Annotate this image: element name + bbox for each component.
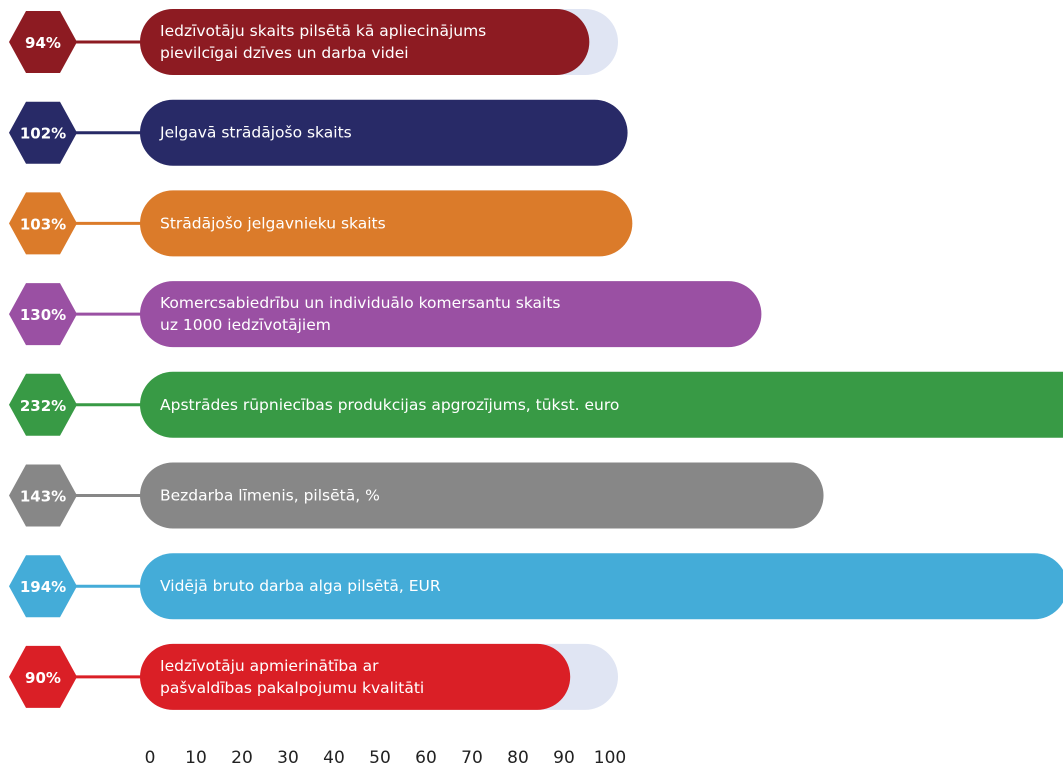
data-bar	[140, 462, 824, 529]
bar-row: 90% Iedzīvotāju apmierinātība ar pašvaldīb…	[9, 643, 619, 710]
hexagon-marker	[9, 192, 77, 255]
x-tick-label: 80	[507, 748, 529, 768]
value-label: 232%	[20, 397, 66, 415]
data-bar	[140, 281, 762, 348]
hexagon-marker	[9, 101, 77, 164]
data-bar	[140, 9, 590, 75]
bar-row: 194% Vidējā bruto darba alga pilsētā, EUR	[9, 553, 1063, 620]
hexagon-marker	[9, 464, 77, 527]
value-label: 90%	[25, 669, 61, 687]
x-tick-label: 100	[594, 748, 626, 768]
value-label: 102%	[20, 125, 66, 143]
x-tick-label: 0	[145, 748, 156, 768]
bar-label: Vidējā bruto darba alga pilsētā, EUR	[160, 577, 441, 595]
data-bar	[140, 190, 633, 257]
data-bar	[140, 99, 628, 166]
bar-label: uz 1000 iedzīvotājiem	[160, 316, 331, 334]
bar-row: 130% Komercsabiedrību un individuālo kome…	[9, 281, 762, 348]
bar-label: Apstrādes rūpniecības produkcijas apgroz…	[160, 396, 619, 414]
bar-label: Komercsabiedrību un individuālo komersan…	[160, 294, 561, 312]
bar-label: Jelgavā strādājošo skaits	[159, 124, 352, 142]
x-tick-label: 10	[185, 748, 207, 768]
bar-label: Iedzīvotāju apmierinātība ar	[160, 657, 379, 675]
value-label: 103%	[20, 215, 66, 233]
x-tick-label: 50	[369, 748, 391, 768]
x-tick-label: 70	[461, 748, 483, 768]
hexagon-marker	[9, 645, 77, 708]
x-tick-label: 60	[415, 748, 437, 768]
x-tick-label: 40	[323, 748, 345, 768]
x-tick-label: 30	[277, 748, 299, 768]
value-label: 94%	[25, 34, 61, 52]
x-tick-label: 20	[231, 748, 253, 768]
bar-label: Bezdarba līmenis, pilsētā, %	[160, 487, 380, 505]
x-axis: 0 10 20 30 40 50 60 70 80 90 100	[145, 748, 627, 768]
hexagon-marker	[9, 373, 77, 436]
data-bar	[140, 371, 1063, 438]
bar-row: 103% Strādājošo jelgavnieku skaits	[9, 190, 633, 257]
hexagon-marker	[9, 11, 77, 73]
bar-row: 102% Jelgavā strādājošo skaits	[9, 99, 628, 166]
data-bar	[140, 643, 571, 710]
bar-label: pievilcīgai dzīves un darba videi	[160, 44, 409, 62]
bar-label: Iedzīvotāju skaits pilsētā kā apliecināj…	[160, 22, 486, 40]
bar-row: 232% Apstrādes rūpniecības produkcijas ap…	[9, 371, 1063, 438]
bar-row: 94% Iedzīvotāju skaits pilsētā kā aplieci…	[9, 9, 618, 75]
bar-row: 143% Bezdarba līmenis, pilsētā, %	[9, 462, 824, 529]
data-bar	[140, 553, 1063, 620]
bar-label: Strādājošo jelgavnieku skaits	[160, 214, 386, 232]
bar-label: pašvaldības pakalpojumu kvalitāti	[160, 679, 424, 697]
hexagon-marker	[9, 555, 77, 618]
value-label: 194%	[20, 578, 66, 596]
value-label: 130%	[20, 306, 66, 324]
value-label: 143%	[20, 488, 66, 506]
hexagon-marker	[9, 283, 77, 346]
x-tick-label: 90	[553, 748, 575, 768]
